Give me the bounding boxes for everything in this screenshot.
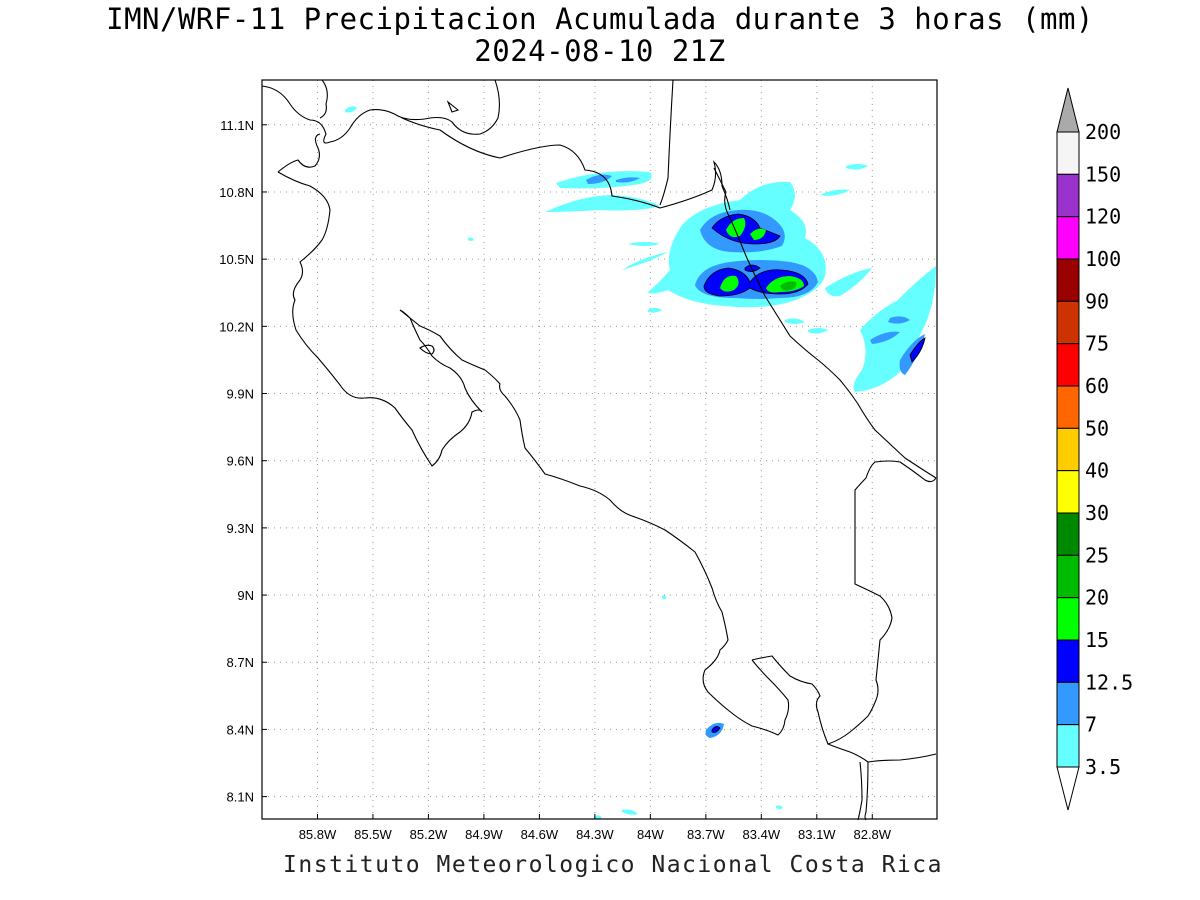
lon-tick-label: 85.2W bbox=[410, 827, 448, 842]
map-date: 2024-08-10 21Z bbox=[474, 34, 726, 68]
colorbar-label: 3.5 bbox=[1085, 755, 1121, 779]
colorbar-label: 7 bbox=[1085, 713, 1097, 737]
precip-20-25 bbox=[780, 281, 797, 291]
lat-tick-label: 10.5N bbox=[219, 252, 254, 267]
lat-tick-label: 9N bbox=[237, 588, 254, 603]
colorbar-swatch bbox=[1056, 554, 1080, 599]
colorbar: 200 150 120 100 90 75 60 50 40 30 25 20 15 12.5 7 3.5 bbox=[1056, 87, 1133, 811]
colorbar-swatch bbox=[1056, 300, 1080, 345]
lon-tick-label: 82.8W bbox=[853, 827, 891, 842]
colorbar-label: 120 bbox=[1085, 205, 1121, 229]
lon-tick-label: 84W bbox=[637, 827, 664, 842]
colorbar-label: 20 bbox=[1085, 586, 1109, 610]
colorbar-label: 40 bbox=[1085, 459, 1109, 483]
lon-tick-label: 84.6W bbox=[521, 827, 559, 842]
colorbar-label: 150 bbox=[1085, 162, 1121, 186]
lat-tick-label: 8.1N bbox=[227, 790, 254, 805]
colorbar-over-arrow bbox=[1056, 87, 1080, 133]
colorbar-label: 200 bbox=[1085, 120, 1121, 144]
colorbar-swatch bbox=[1056, 216, 1080, 260]
precip-3.5-7 bbox=[345, 106, 936, 819]
colorbar-label: 50 bbox=[1085, 416, 1109, 440]
latitude-ticks: 11.1N 10.8N 10.5N 10.2N 9.9N 9.6N 9.3N 9N 8.7N 8.… bbox=[219, 118, 267, 805]
colorbar-label: 100 bbox=[1085, 247, 1121, 271]
lat-tick-label: 10.8N bbox=[219, 185, 254, 200]
map-title: IMN/WRF-11 Precipitacion Acumulada duran… bbox=[106, 2, 1094, 36]
colorbar-label: 75 bbox=[1085, 332, 1109, 356]
lon-tick-label: 84.9W bbox=[465, 827, 503, 842]
colorbar-swatch bbox=[1056, 512, 1080, 556]
lon-tick-label: 84.3W bbox=[576, 827, 614, 842]
colorbar-swatch bbox=[1056, 131, 1080, 175]
lat-tick-label: 9.9N bbox=[227, 387, 254, 402]
lat-tick-label: 9.6N bbox=[227, 454, 254, 469]
colorbar-swatch bbox=[1056, 597, 1080, 641]
colorbar-swatch bbox=[1056, 258, 1080, 302]
colorbar-label: 12.5 bbox=[1085, 670, 1133, 694]
lat-tick-label: 10.2N bbox=[219, 319, 254, 334]
colorbar-under-arrow bbox=[1056, 766, 1080, 811]
colorbar-label: 25 bbox=[1085, 543, 1109, 567]
precipitation-field bbox=[345, 106, 936, 819]
map-frame bbox=[261, 79, 938, 820]
colorbar-swatch bbox=[1056, 470, 1080, 514]
colorbar-swatch bbox=[1056, 639, 1080, 683]
lat-tick-label: 11.1N bbox=[220, 118, 254, 133]
institution-credit: Instituto Meteorologico Nacional Costa R… bbox=[283, 852, 943, 878]
lon-tick-label: 83.1W bbox=[798, 827, 836, 842]
colorbar-label: 90 bbox=[1085, 289, 1109, 313]
lat-tick-label: 8.7N bbox=[227, 655, 254, 670]
lon-tick-label: 83.7W bbox=[687, 827, 725, 842]
colorbar-swatch bbox=[1056, 173, 1080, 218]
colorbar-swatch bbox=[1056, 427, 1080, 472]
colorbar-label: 15 bbox=[1085, 628, 1109, 652]
lon-tick-label: 85.8W bbox=[299, 827, 337, 842]
colorbar-label: 60 bbox=[1085, 374, 1109, 398]
colorbar-label: 30 bbox=[1085, 501, 1109, 525]
lon-tick-label: 85.5W bbox=[354, 827, 392, 842]
lat-tick-label: 9.3N bbox=[227, 521, 254, 536]
colorbar-swatch bbox=[1056, 343, 1080, 387]
precip-12.5-15 bbox=[703, 213, 926, 733]
colorbar-swatch bbox=[1056, 385, 1080, 429]
lat-tick-label: 8.4N bbox=[227, 722, 254, 737]
colorbar-swatch bbox=[1056, 724, 1080, 768]
lon-tick-label: 83.4W bbox=[743, 827, 781, 842]
colorbar-swatch bbox=[1056, 681, 1080, 726]
longitude-ticks: 85.8W 85.5W 85.2W 84.9W 84.6W 84.3W 84W 83.7W 83… bbox=[299, 814, 892, 842]
